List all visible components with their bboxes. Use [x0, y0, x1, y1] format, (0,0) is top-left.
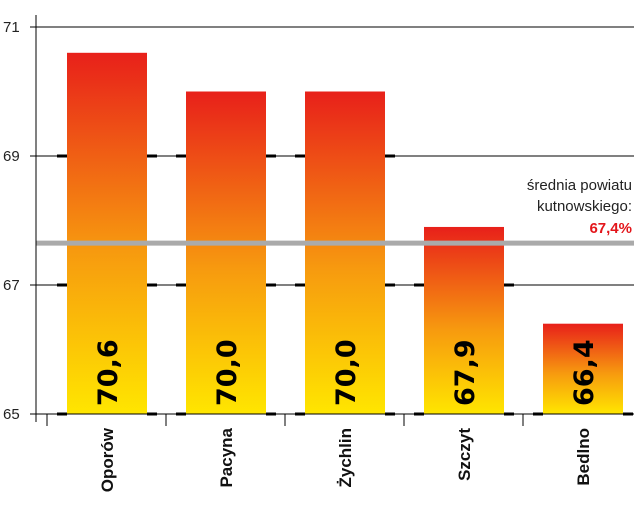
bar-Bedlno — [543, 323, 623, 414]
y-tick-label-67: 67 — [3, 277, 20, 294]
average-note-value: 67,4% — [589, 220, 632, 237]
value-label-Pacyna: 70,0 — [212, 339, 243, 406]
average-note-line-1: średnia powiatu — [527, 177, 632, 194]
value-label-Szczyt: 67,9 — [450, 339, 481, 406]
bar-Oporów — [67, 52, 147, 415]
bars — [67, 52, 623, 415]
value-label-Bedlno: 66,4 — [569, 339, 600, 406]
bar-Żychlin — [305, 91, 385, 414]
category-label-Pacyna: Pacyna — [217, 427, 236, 487]
bar-Szczyt — [424, 226, 504, 414]
value-label-Oporów: 70,6 — [93, 339, 124, 406]
category-label-Żychlin: Żychlin — [336, 428, 355, 488]
category-label-Bedlno: Bedlno — [574, 428, 593, 486]
bar-Pacyna — [186, 91, 266, 414]
category-label-Szczyt: Szczyt — [455, 428, 474, 481]
category-label-Oporów: Oporów — [98, 427, 117, 492]
y-tick-label-65: 65 — [3, 406, 20, 423]
average-note-line-2: kutnowskiego: — [537, 198, 632, 215]
y-tick-label-69: 69 — [3, 148, 20, 165]
average-note: średnia powiatu kutnowskiego: 67,4% — [527, 177, 632, 237]
axes — [30, 15, 634, 426]
value-label-Żychlin: 70,0 — [331, 339, 362, 406]
labels: 65 67 69 71 70,6 Oporów 70,0 Pacyna 70,0 Żychlin 6… — [3, 19, 600, 492]
y-tick-label-71: 71 — [3, 19, 20, 36]
